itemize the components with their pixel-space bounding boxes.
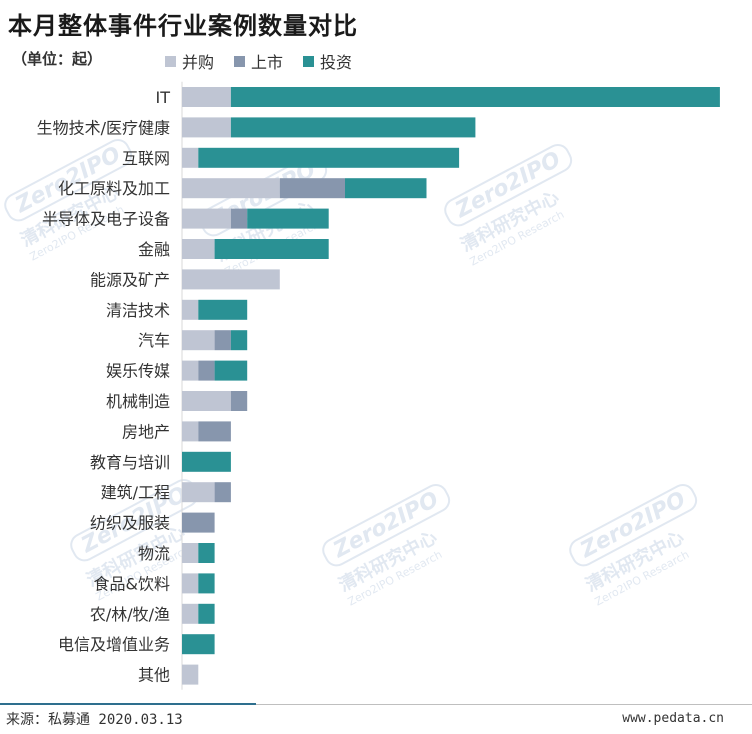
category-label: 其他 (138, 666, 170, 685)
bar-segment-merger (182, 482, 215, 503)
legend-label-merger: 并购 (182, 53, 215, 72)
bar-segment-merger (182, 664, 199, 685)
bar-segment-investment (198, 603, 215, 624)
legend: 并购 上市 投资 (165, 49, 352, 73)
site-url: www.pedata.cn (622, 711, 724, 726)
legend-item-ipo: 上市 (234, 49, 283, 73)
chart-canvas: IT 生物技术/医疗健康互联网化工原料及加工半导体及电子设备金融能源及矿产清洁技术… (37, 81, 720, 690)
category-label: 食品&饮料 (94, 574, 170, 593)
bar-segment-merger (182, 239, 215, 259)
bar-segment-ipo (214, 330, 231, 351)
category-label: 生物技术/医疗健康 (37, 118, 170, 137)
legend-swatch-investment (303, 55, 315, 67)
bar-segment-investment (247, 208, 329, 229)
category-label: 物流 (138, 544, 170, 563)
bar-segment-merger (182, 360, 199, 381)
bar-segment-ipo (230, 208, 248, 229)
category-label: 半导体及电子设备 (42, 210, 170, 229)
bar-segment-investment (214, 239, 329, 259)
category-label: 化工原料及加工 (58, 179, 170, 198)
bar-segment-investment (198, 299, 248, 320)
bar-segment-merger (182, 421, 199, 442)
bar-segment-investment (214, 360, 248, 381)
bar-segment-ipo (182, 512, 215, 533)
bar-segment-ipo (198, 360, 215, 381)
bar-segment-ipo (214, 482, 231, 503)
category-label: 娱乐传媒 (106, 362, 170, 381)
category-label: 互联网 (122, 149, 170, 168)
legend-item-investment: 投资 (303, 49, 352, 73)
bar-segment-investment (198, 573, 215, 594)
bar-segment-merger (182, 603, 199, 624)
bar-segment-merger (182, 87, 231, 107)
bar-segment-investment (198, 147, 460, 168)
category-label: 汽车 (138, 331, 170, 350)
chart-title: 本月整体事件行业案例数量对比 (8, 12, 358, 40)
footer-divider (0, 704, 752, 705)
bar-segment-investment (345, 178, 427, 199)
legend-item-merger: 并购 (165, 49, 214, 73)
legend-swatch-merger (165, 55, 176, 67)
category-label: 电信及增值业务 (58, 635, 170, 654)
bar-segment-merger (182, 117, 231, 138)
bar-segment-ipo (279, 178, 345, 199)
bar-segment-investment (230, 87, 720, 107)
source-text: 来源：私募通 2020.03.13 (6, 712, 183, 728)
category-label: 教育与培训 (90, 453, 170, 472)
category-label: 金融 (138, 240, 170, 259)
bar-segment-investment (182, 634, 215, 655)
category-label: 能源及矿产 (90, 270, 170, 289)
category-label: 纺织及服装 (90, 514, 170, 533)
category-label: 房地产 (122, 422, 170, 441)
bar-segment-investment (230, 330, 248, 351)
legend-swatch-ipo (234, 55, 246, 67)
unit-label: （单位：起） (12, 50, 103, 68)
category-label: 机械制造 (106, 392, 170, 411)
bar-segment-merger (182, 391, 231, 411)
category-label: 农/林/牧/渔 (90, 605, 170, 624)
bar-segment-merger (182, 269, 280, 290)
bar-segment-ipo (198, 421, 231, 442)
category-label: 清洁技术 (106, 301, 170, 320)
bar-segment-merger (182, 573, 199, 594)
bar-segment-merger (182, 330, 215, 351)
bar-segment-ipo (230, 391, 248, 411)
bar-segment-merger (182, 543, 199, 563)
bar-segment-investment (182, 451, 231, 472)
bar-segment-merger (182, 178, 280, 199)
bar-segment-merger (182, 147, 199, 168)
bar-segment-merger (182, 208, 231, 229)
bar-segment-investment (198, 543, 215, 563)
legend-label-investment: 投资 (320, 53, 353, 72)
bar-segment-investment (230, 117, 476, 138)
bar-segment-merger (182, 299, 199, 320)
legend-label-ipo: 上市 (251, 53, 284, 72)
footer-accent-bar (0, 703, 256, 705)
category-label: 建筑/工程 (101, 483, 170, 502)
category-label: IT (156, 88, 171, 107)
